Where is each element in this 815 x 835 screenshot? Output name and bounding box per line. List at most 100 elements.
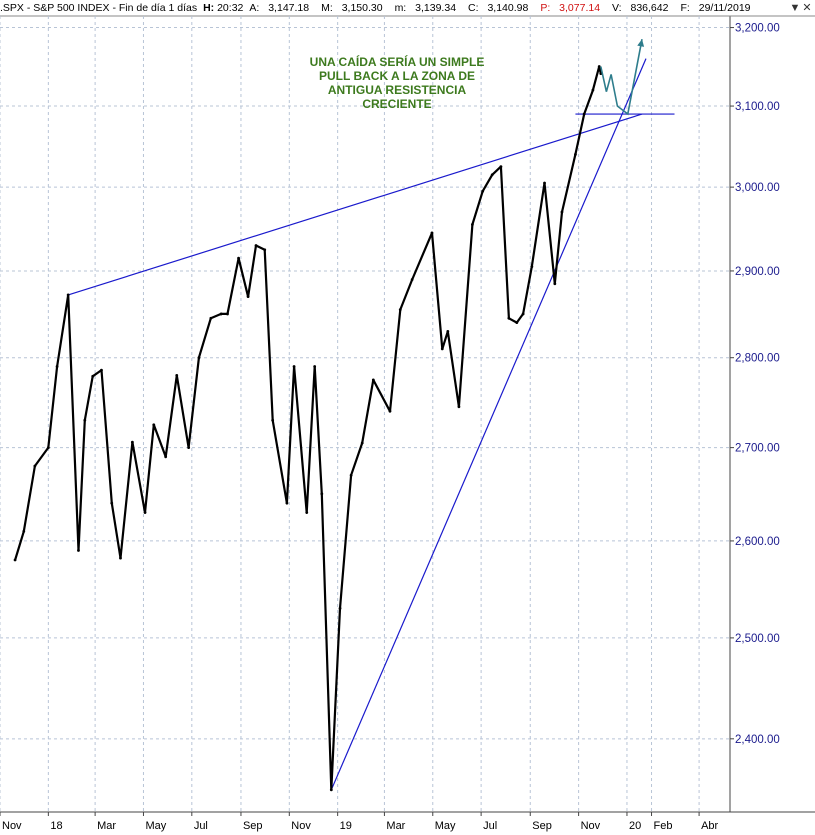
x-tick-label: Nov <box>581 820 601 832</box>
price-point <box>143 511 147 514</box>
price-point <box>130 440 134 444</box>
price-point <box>292 365 296 368</box>
time-readout: H: 20:32 <box>203 2 244 14</box>
volume-readout: V: 836,642 <box>612 2 669 14</box>
price-point <box>398 308 402 312</box>
price-point <box>66 293 70 297</box>
price-point <box>499 165 503 169</box>
y-axis: 3,200.00 3,100.00 3,000.00 2,900.00 2,800.00… <box>730 23 780 746</box>
trendline <box>330 58 647 791</box>
price-point <box>46 446 50 450</box>
price-point <box>55 365 59 368</box>
x-tick-label: Feb <box>654 820 673 832</box>
price-point <box>285 501 289 505</box>
price-point <box>91 374 95 378</box>
y-tick-label: 2,900.00 <box>735 266 780 278</box>
x-tick-label: May <box>435 820 456 832</box>
x-tick-label: 20 <box>629 820 641 832</box>
open-readout: A: 3,147.18 <box>249 2 310 14</box>
price-series <box>13 65 603 792</box>
x-tick-label: Sep <box>243 820 263 832</box>
high-readout: M: 3,150.30 <box>321 2 383 14</box>
x-tick-label: Mar <box>386 820 405 832</box>
price-point <box>481 189 485 193</box>
y-tick-label: 2,500.00 <box>735 633 780 645</box>
y-tick-label: 3,200.00 <box>735 23 780 35</box>
projection-arrows <box>600 39 645 116</box>
x-tick-label: Nov <box>2 820 22 832</box>
price-point <box>543 181 546 185</box>
price-point <box>271 418 275 422</box>
price-point <box>246 295 250 299</box>
close-icon[interactable]: ✕ <box>802 2 812 14</box>
x-tick-label: Nov <box>291 820 311 832</box>
price-point <box>219 312 223 316</box>
close-readout: C: 3,140.98 <box>468 2 529 14</box>
price-point <box>371 378 375 382</box>
x-tick-label: Mar <box>97 820 116 832</box>
y-tick-label: 2,400.00 <box>735 734 780 746</box>
price-point <box>530 265 534 269</box>
price-point <box>110 501 114 505</box>
price-point <box>553 282 557 286</box>
x-tick-label: Jul <box>483 820 497 832</box>
price-point <box>320 492 324 496</box>
price-point <box>591 88 595 92</box>
price-point <box>100 368 103 372</box>
price-point <box>13 558 17 562</box>
price-point <box>119 556 122 560</box>
prev-readout: P: 3,077.14 <box>540 2 601 14</box>
price-point <box>360 441 364 445</box>
x-tick-label: Jul <box>194 820 208 832</box>
price-point <box>507 316 511 320</box>
projection-arrowhead <box>637 39 645 47</box>
x-tick-label: Abr <box>701 820 718 832</box>
x-axis: Nov 18 Mar May Jul Sep Nov 19 Mar May Jul Sep Nov 20 F… <box>0 812 719 832</box>
annotation-line-2: PULL BACK A LA ZONA DE <box>319 69 475 83</box>
symbol-label: .SPX - S&P 500 INDEX - Fin de día 1 días <box>0 2 198 14</box>
price-point <box>305 511 309 514</box>
price-point <box>329 788 333 792</box>
price-point <box>209 316 213 320</box>
price-point <box>313 365 317 368</box>
price-point <box>574 152 577 156</box>
price-line <box>14 65 602 791</box>
annotation-line-1: UNA CAÍDA SERÍA UN SIMPLE <box>310 54 485 69</box>
y-tick-label: 3,100.00 <box>735 101 780 113</box>
price-point <box>410 278 414 281</box>
price-point <box>164 455 168 459</box>
price-point <box>22 530 26 533</box>
trendlines <box>67 58 675 791</box>
price-point <box>446 329 450 333</box>
x-tick-label: 18 <box>50 820 62 832</box>
price-point <box>187 446 191 450</box>
chart-header: .SPX - S&P 500 INDEX - Fin de día 1 días… <box>0 0 790 16</box>
price-point <box>197 356 201 360</box>
price-point <box>521 312 525 316</box>
dropdown-icon[interactable]: ▼ <box>789 2 801 14</box>
price-point <box>582 112 586 116</box>
window-controls: ▼ ✕ <box>789 1 813 14</box>
price-point <box>470 223 474 226</box>
price-point <box>430 231 434 235</box>
price-point <box>388 409 392 413</box>
x-tick-label: May <box>145 820 166 832</box>
price-point <box>560 210 564 214</box>
price-point <box>515 321 519 325</box>
price-point <box>254 244 258 247</box>
price-point <box>263 248 267 252</box>
price-point <box>77 549 80 552</box>
y-tick-label: 2,700.00 <box>735 443 780 455</box>
price-point <box>83 418 87 422</box>
price-point <box>457 405 461 409</box>
y-tick-label: 2,600.00 <box>735 536 780 548</box>
annotation: UNA CAÍDA SERÍA UN SIMPLE PULL BACK A LA… <box>310 54 485 111</box>
annotation-line-4: CRECIENTE <box>362 97 431 111</box>
y-tick-label: 3,000.00 <box>735 182 780 194</box>
x-tick-label: 19 <box>340 820 352 832</box>
price-point <box>490 173 494 177</box>
price-point <box>349 473 353 477</box>
grid <box>0 15 815 813</box>
